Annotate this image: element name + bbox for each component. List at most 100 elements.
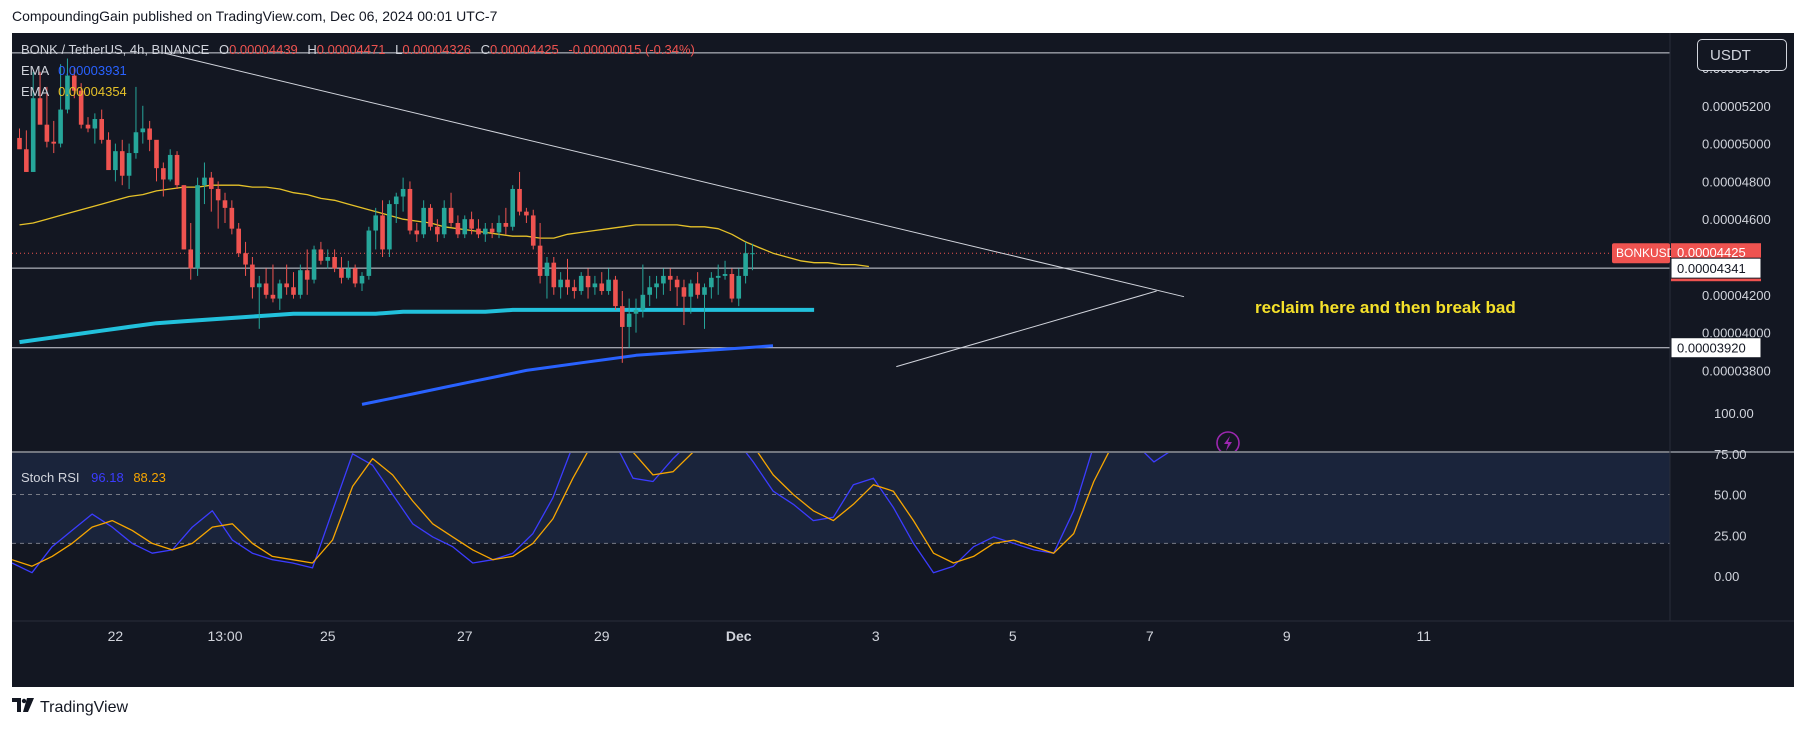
candle-body — [92, 119, 98, 129]
candle — [126, 143, 132, 189]
candle — [640, 264, 646, 318]
candle — [304, 249, 310, 295]
candle-body — [572, 287, 577, 292]
price-axis[interactable]: 0.000054000.000052000.000050000.00004800… — [1702, 61, 1771, 378]
stoch-rsi-axis[interactable]: 100.00 75.00 50.00 25.00 0.00 — [1714, 406, 1754, 584]
candle — [435, 219, 440, 242]
candle-body — [119, 151, 125, 176]
candle — [681, 279, 687, 326]
candle — [270, 264, 276, 303]
candle-body — [722, 274, 728, 276]
candle — [476, 219, 481, 239]
candle — [215, 181, 221, 229]
symbol-tag — [1612, 243, 1670, 264]
candle-body — [640, 294, 646, 310]
candle — [626, 298, 632, 348]
ema-legend-1[interactable]: EMA 0.00003931 — [21, 63, 127, 78]
candle-body — [133, 132, 139, 154]
candle — [250, 257, 255, 299]
candle — [359, 272, 365, 292]
time-tick-label: 25 — [320, 628, 336, 644]
ema1-value: 0.00003931 — [58, 63, 127, 78]
candle-body — [72, 75, 77, 91]
candle-body — [537, 245, 543, 276]
candle-body — [688, 283, 694, 297]
candle — [750, 243, 755, 271]
candle-body — [30, 98, 36, 172]
ema-legend-2[interactable]: EMA 0.00004354 — [21, 84, 127, 99]
candle-body — [407, 188, 413, 231]
level-lower-tag-text: 0.00003920 — [1677, 341, 1746, 356]
candle — [188, 222, 194, 280]
chart-canvas[interactable]: reclaim here and then break bad 0.000054… — [12, 33, 1794, 687]
publish-info: CompoundingGain published on TradingView… — [12, 8, 498, 24]
candle-body — [661, 275, 666, 284]
symbol-legend[interactable]: BONK / TetherUS, 4h, BINANCE O0.00004439… — [21, 42, 695, 57]
high-value: 0.00004471 — [316, 42, 386, 57]
candle — [565, 258, 570, 295]
stoch-rsi-tick-label: 25.00 — [1714, 528, 1747, 543]
candle — [633, 298, 639, 333]
chart-frame: reclaim here and then break bad 0.000054… — [12, 33, 1794, 687]
footer: TradingView — [12, 698, 128, 717]
candle — [558, 272, 563, 299]
level-upper-tag-text: 0.00004341 — [1677, 261, 1746, 276]
candle — [346, 260, 351, 280]
candle — [352, 264, 358, 288]
candle — [181, 185, 187, 250]
time-tick-label: 7 — [1146, 628, 1154, 644]
candle-body — [263, 283, 269, 295]
time-tick-label: 13:00 — [207, 628, 242, 644]
candle — [332, 249, 337, 273]
candle — [572, 279, 577, 299]
candle-body — [729, 274, 735, 299]
candle-body — [606, 279, 611, 292]
stoch-d-line — [12, 453, 1110, 567]
candle-body — [65, 75, 70, 110]
currency-button[interactable]: USDT — [1697, 39, 1787, 71]
candle — [318, 241, 324, 265]
candle — [174, 151, 180, 189]
candle-body — [161, 168, 166, 180]
candle-body — [380, 215, 385, 250]
candle — [524, 207, 529, 223]
candle-body — [435, 226, 440, 235]
candle-body — [270, 294, 276, 299]
candle-body — [695, 283, 700, 295]
time-tick-label: 11 — [1416, 628, 1431, 644]
candle-body — [517, 188, 522, 212]
candle-body — [448, 207, 454, 223]
symbol-name[interactable]: BONK / TetherUS, 4h, BINANCE — [21, 42, 210, 57]
price-tick-label: 0.00004200 — [1702, 288, 1771, 303]
candle — [298, 264, 303, 299]
time-tick-label: 27 — [457, 628, 473, 644]
time-axis[interactable]: 22 13:00 25 27 29 Dec 3 5 7 9 11 — [108, 628, 1432, 644]
candle — [620, 291, 625, 363]
time-tick-label: 5 — [1009, 628, 1017, 644]
candle — [674, 275, 680, 307]
change-value: -0.00000015 (-0.34%) — [568, 42, 695, 57]
stoch-rsi-tick-label: 75.00 — [1714, 447, 1747, 462]
candle-body — [154, 139, 159, 169]
candle-body — [592, 283, 598, 288]
candle — [284, 264, 289, 295]
candle-body — [215, 188, 221, 201]
ema-blue-line — [361, 344, 774, 406]
tradingview-logo-icon[interactable] — [12, 698, 34, 717]
candle — [92, 113, 98, 144]
candle — [140, 105, 146, 144]
candle-body — [298, 270, 303, 295]
candle-body — [126, 153, 132, 176]
candle — [483, 222, 488, 242]
candle-body — [250, 264, 255, 288]
candle-body — [284, 283, 289, 288]
candle — [647, 275, 652, 307]
candle-body — [715, 275, 721, 278]
stoch-rsi-legend[interactable]: Stoch RSI 96.18 88.23 — [21, 470, 166, 485]
candle — [613, 275, 618, 310]
level-lower-tag — [1670, 337, 1762, 359]
low-value: 0.00004326 — [402, 42, 472, 57]
descending-trendline — [163, 52, 1185, 298]
candle-body — [174, 154, 180, 186]
candle-body — [428, 207, 433, 227]
